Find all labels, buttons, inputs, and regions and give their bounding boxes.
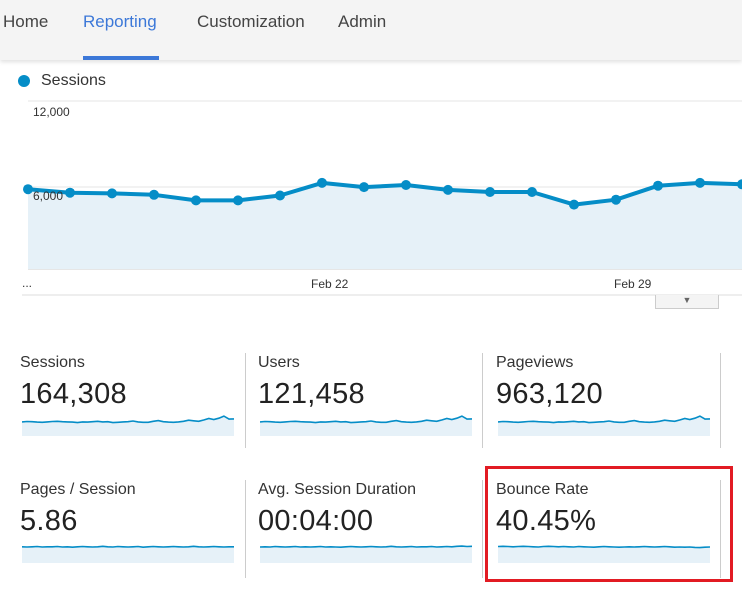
data-point[interactable] (191, 195, 201, 206)
data-point[interactable] (401, 180, 411, 190)
data-point[interactable] (653, 180, 663, 191)
sparkline (498, 545, 710, 563)
metric-divider (482, 480, 483, 578)
data-point[interactable] (65, 187, 75, 198)
metric-avg-session-duration[interactable]: Avg. Session Duration 00:04:00 (258, 481, 478, 563)
metric-sessions[interactable]: Sessions 164,308 (20, 354, 240, 436)
metric-divider (245, 480, 246, 578)
tab-home[interactable]: Home (3, 12, 49, 31)
sparkline-area (498, 416, 710, 436)
data-point[interactable] (359, 182, 369, 193)
data-point[interactable] (695, 177, 705, 188)
metric-value: 00:04:00 (258, 505, 374, 537)
sparkline (498, 415, 710, 436)
sessions-line (27, 180, 742, 207)
metric-value: 40.45% (496, 505, 597, 537)
metric-label: Bounce Rate (496, 481, 589, 498)
chevron-down-icon: ▼ (682, 295, 692, 305)
metric-label: Users (258, 354, 300, 371)
data-point[interactable] (527, 187, 537, 197)
sparkline-line (260, 545, 472, 549)
metric-label: Avg. Session Duration (258, 481, 417, 498)
chart-expand-dropdown[interactable]: ▼ (655, 295, 719, 309)
data-point[interactable] (317, 177, 327, 188)
bounce-rate-highlight (485, 466, 733, 582)
y-tick-label: 6,000 (33, 189, 64, 203)
sparkline-line (498, 545, 710, 549)
top-nav: Home Reporting Customization Admin (0, 0, 742, 60)
metric-divider (720, 353, 721, 448)
sparkline-line (498, 415, 710, 424)
metric-pageviews[interactable]: Pageviews 963,120 (496, 354, 716, 436)
metric-pages-per-session[interactable]: Pages / Session 5.86 (20, 481, 240, 563)
data-point[interactable] (107, 188, 117, 199)
sparkline-line (260, 415, 472, 424)
tab-admin[interactable]: Admin (338, 12, 387, 31)
x-tick-label: Feb 29 (614, 277, 652, 291)
tab-reporting[interactable]: Reporting (83, 12, 157, 31)
sparkline (260, 415, 472, 436)
sparkline-area (498, 546, 710, 563)
sessions-chart (22, 100, 742, 296)
metric-label: Pageviews (496, 354, 574, 371)
legend-dot-icon (18, 75, 30, 87)
sparkline-area (260, 416, 472, 436)
y-tick-label: 12,000 (33, 105, 70, 119)
sparkline-line (22, 545, 234, 549)
tab-customization[interactable]: Customization (197, 12, 305, 31)
sparkline-area (22, 546, 234, 563)
sparkline-area (22, 416, 234, 436)
sparkline-area (260, 546, 472, 563)
metric-bounce-rate[interactable]: Bounce Rate 40.45% (496, 481, 716, 563)
data-point[interactable] (611, 194, 621, 205)
metric-value: 5.86 (20, 505, 78, 537)
data-point[interactable] (485, 187, 495, 197)
active-tab-indicator (83, 56, 159, 60)
metric-divider (245, 353, 246, 448)
metric-value: 963,120 (496, 378, 603, 410)
sparkline (260, 545, 472, 563)
sparkline (22, 545, 234, 563)
data-point[interactable] (23, 184, 33, 195)
data-point[interactable] (275, 190, 285, 201)
sparkline-line (22, 415, 234, 424)
data-point[interactable] (737, 179, 742, 190)
sparkline (22, 415, 234, 436)
x-start-ellipsis: ... (22, 276, 33, 290)
metric-label: Pages / Session (20, 481, 136, 498)
data-point[interactable] (149, 189, 159, 200)
legend-label: Sessions (41, 72, 106, 89)
data-point[interactable] (569, 199, 579, 210)
metric-value: 121,458 (258, 378, 365, 410)
sessions-area (28, 182, 742, 269)
x-tick-label: Feb 22 (311, 277, 349, 291)
data-point[interactable] (233, 195, 243, 206)
metric-value: 164,308 (20, 378, 127, 410)
metric-divider (720, 480, 721, 578)
metric-users[interactable]: Users 121,458 (258, 354, 478, 436)
data-point[interactable] (443, 184, 453, 195)
chart-legend: Sessions (18, 72, 106, 90)
metric-label: Sessions (20, 354, 85, 371)
metric-divider (482, 353, 483, 448)
